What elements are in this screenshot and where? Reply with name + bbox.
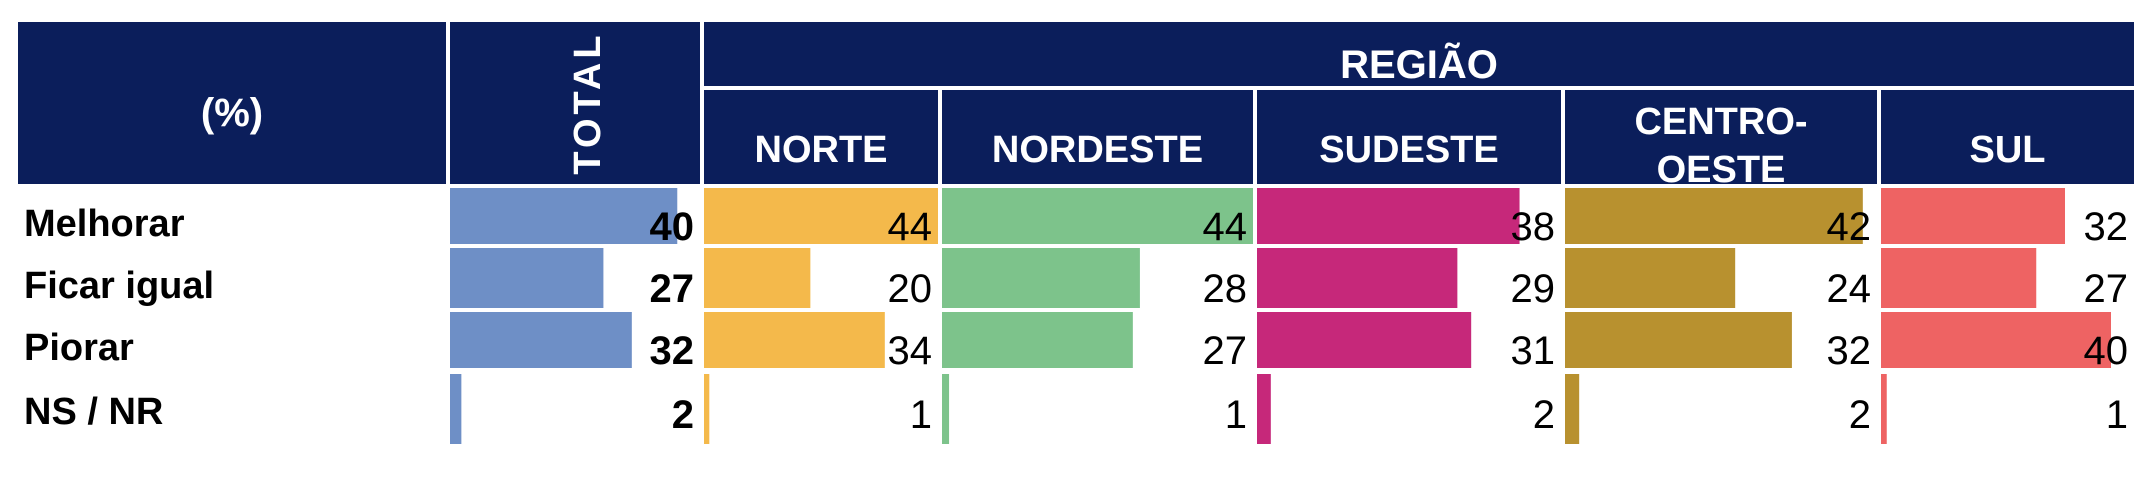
bar-1-2	[704, 312, 885, 368]
bar-0-0	[450, 188, 678, 244]
region-header-cell-2	[942, 90, 1253, 184]
bar-0-1	[450, 248, 604, 308]
value-label-1-3: 1	[910, 393, 932, 437]
row-label-2: Piorar	[24, 327, 134, 369]
bar-4-2	[1565, 312, 1792, 368]
value-label-0-1: 27	[650, 267, 695, 311]
value-label-0-0: 40	[650, 205, 695, 249]
value-label-0-3: 2	[672, 393, 694, 437]
bar-1-1	[704, 248, 811, 308]
corner-header-cell	[18, 22, 446, 184]
value-label-5-0: 32	[2084, 205, 2129, 249]
value-label-3-3: 2	[1533, 393, 1555, 437]
value-label-5-2: 40	[2084, 329, 2129, 373]
region-header-label-2: NORDESTE	[992, 129, 1203, 171]
region-group-header-cell	[704, 22, 2134, 86]
bar-2-0	[942, 188, 1253, 244]
region-subheaders: NORTE NORDESTE SUDESTE CENTRO-OESTE SUL	[704, 90, 2134, 191]
bar-4-0	[1565, 188, 1863, 244]
region-header-cell-5	[1881, 90, 2134, 184]
value-label-3-1: 29	[1511, 267, 1556, 311]
bar-3-0	[1257, 188, 1520, 244]
value-label-1-2: 34	[888, 329, 933, 373]
bar-5-1	[1881, 248, 2037, 308]
table-header: (%) TOTAL REGIÃO	[18, 22, 2134, 184]
region-header-label-1: NORTE	[755, 129, 888, 171]
bar-4-3	[1565, 374, 1580, 444]
data-bars: 40 27 32 2 44 20 34 1 44 28 27 1 38 29 31 2 42 24 32 2 32 27 4…	[450, 188, 2128, 444]
bar-5-3	[1881, 374, 1887, 444]
value-label-0-2: 32	[650, 329, 695, 373]
bar-1-0	[704, 188, 938, 244]
value-label-2-0: 44	[1203, 205, 1248, 249]
bar-5-2	[1881, 312, 2111, 368]
total-header-cell	[450, 22, 700, 184]
row-label-3: NS / NR	[24, 391, 163, 433]
region-header-label-5: SUL	[1970, 129, 2046, 171]
value-label-4-2: 32	[1827, 329, 1872, 373]
bar-2-3	[942, 374, 950, 444]
row-label-1: Ficar igual	[24, 265, 214, 307]
bar-1-3	[704, 374, 710, 444]
value-label-5-1: 27	[2084, 267, 2129, 311]
value-label-1-1: 20	[888, 267, 933, 311]
value-label-2-3: 1	[1225, 393, 1247, 437]
bar-4-1	[1565, 248, 1736, 308]
corner-label: (%)	[201, 91, 263, 135]
bar-2-2	[942, 312, 1133, 368]
region-group-label: REGIÃO	[1340, 41, 1498, 87]
value-label-2-2: 27	[1203, 329, 1248, 373]
value-label-5-3: 1	[2106, 393, 2128, 437]
value-label-2-1: 28	[1203, 267, 1248, 311]
region-header-cell-3	[1257, 90, 1561, 184]
total-label: TOTAL	[567, 31, 609, 174]
value-label-4-1: 24	[1827, 267, 1872, 311]
bar-2-1	[942, 248, 1140, 308]
bar-3-2	[1257, 312, 1472, 368]
region-header-cell-1	[704, 90, 938, 184]
value-label-1-0: 44	[888, 205, 933, 249]
row-labels: Melhorar Ficar igual Piorar NS / NR	[24, 203, 214, 433]
bar-3-1	[1257, 248, 1458, 308]
region-header-cell-4	[1565, 90, 1877, 184]
value-label-3-2: 31	[1511, 329, 1556, 373]
region-header-label-3: SUDESTE	[1319, 129, 1498, 171]
bar-5-0	[1881, 188, 2065, 244]
value-label-4-3: 2	[1849, 393, 1871, 437]
value-label-3-0: 38	[1511, 205, 1556, 249]
value-label-4-0: 42	[1827, 205, 1872, 249]
region-header-label-4: CENTRO-OESTE	[1634, 101, 1807, 191]
bar-0-2	[450, 312, 632, 368]
row-label-0: Melhorar	[24, 203, 185, 245]
bar-0-3	[450, 374, 462, 444]
bar-3-3	[1257, 374, 1271, 444]
